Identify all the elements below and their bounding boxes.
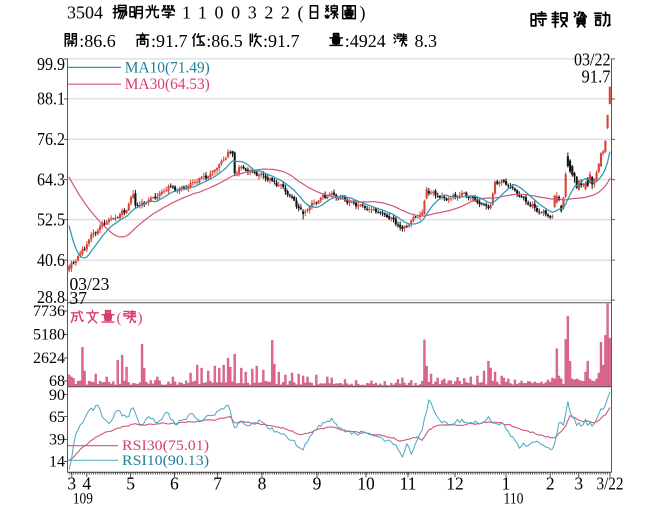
svg-text:90: 90 [49,387,65,404]
svg-text:40.6: 40.6 [37,250,65,270]
svg-text:8.3: 8.3 [415,31,438,51]
svg-text:MA10(71.49): MA10(71.49) [125,59,210,76]
svg-text:64.3: 64.3 [37,170,65,190]
svg-text:03/22: 03/22 [574,50,611,70]
svg-text::4924: :4924 [345,31,386,51]
svg-text:7736: 7736 [33,303,65,320]
svg-text:6: 6 [170,474,179,494]
svg-text:99.9: 99.9 [37,54,65,74]
svg-text:4: 4 [82,474,91,494]
svg-text:110: 110 [504,491,524,508]
svg-text:3/22: 3/22 [597,474,624,494]
svg-text:68: 68 [49,373,65,390]
svg-text:76.2: 76.2 [37,129,65,149]
svg-text:11: 11 [400,474,417,494]
svg-text:RSI10(90.13): RSI10(90.13) [122,453,209,469]
svg-text:88.1: 88.1 [37,89,65,109]
svg-text:2: 2 [546,474,555,494]
svg-text:37: 37 [70,288,88,308]
svg-text:109: 109 [73,491,93,508]
svg-text:3: 3 [67,474,76,494]
svg-text:12: 12 [446,474,464,494]
svg-text::91.7: :91.7 [263,31,300,51]
svg-text:MA30(64.53): MA30(64.53) [125,76,210,93]
svg-text:39: 39 [49,432,65,449]
svg-text:52.5: 52.5 [37,210,65,230]
svg-text:5: 5 [126,474,135,494]
svg-text:1: 1 [502,474,511,494]
svg-text:91.7: 91.7 [582,67,611,87]
svg-text:3: 3 [574,474,583,494]
svg-text:10: 10 [357,474,375,494]
svg-text:): ) [360,3,366,24]
svg-text:RSI30(75.01): RSI30(75.01) [122,438,209,454]
svg-text:3504: 3504 [67,3,103,23]
svg-text:2624: 2624 [33,350,65,367]
svg-text::86.6: :86.6 [79,31,116,51]
svg-text::91.7: :91.7 [151,31,188,51]
svg-text:65: 65 [49,409,65,426]
svg-text:9: 9 [313,474,322,494]
svg-text:14: 14 [49,454,65,471]
svg-text:7: 7 [213,474,222,494]
svg-text:1100322(: 1100322( [182,3,311,24]
svg-text:03/23: 03/23 [70,274,110,294]
svg-text::86.5: :86.5 [206,31,243,51]
svg-text:8: 8 [258,474,267,494]
svg-text:(: ( [117,311,122,327]
svg-text:5180: 5180 [33,327,65,344]
svg-text:28.8: 28.8 [37,287,65,307]
svg-text:): ) [138,311,143,327]
